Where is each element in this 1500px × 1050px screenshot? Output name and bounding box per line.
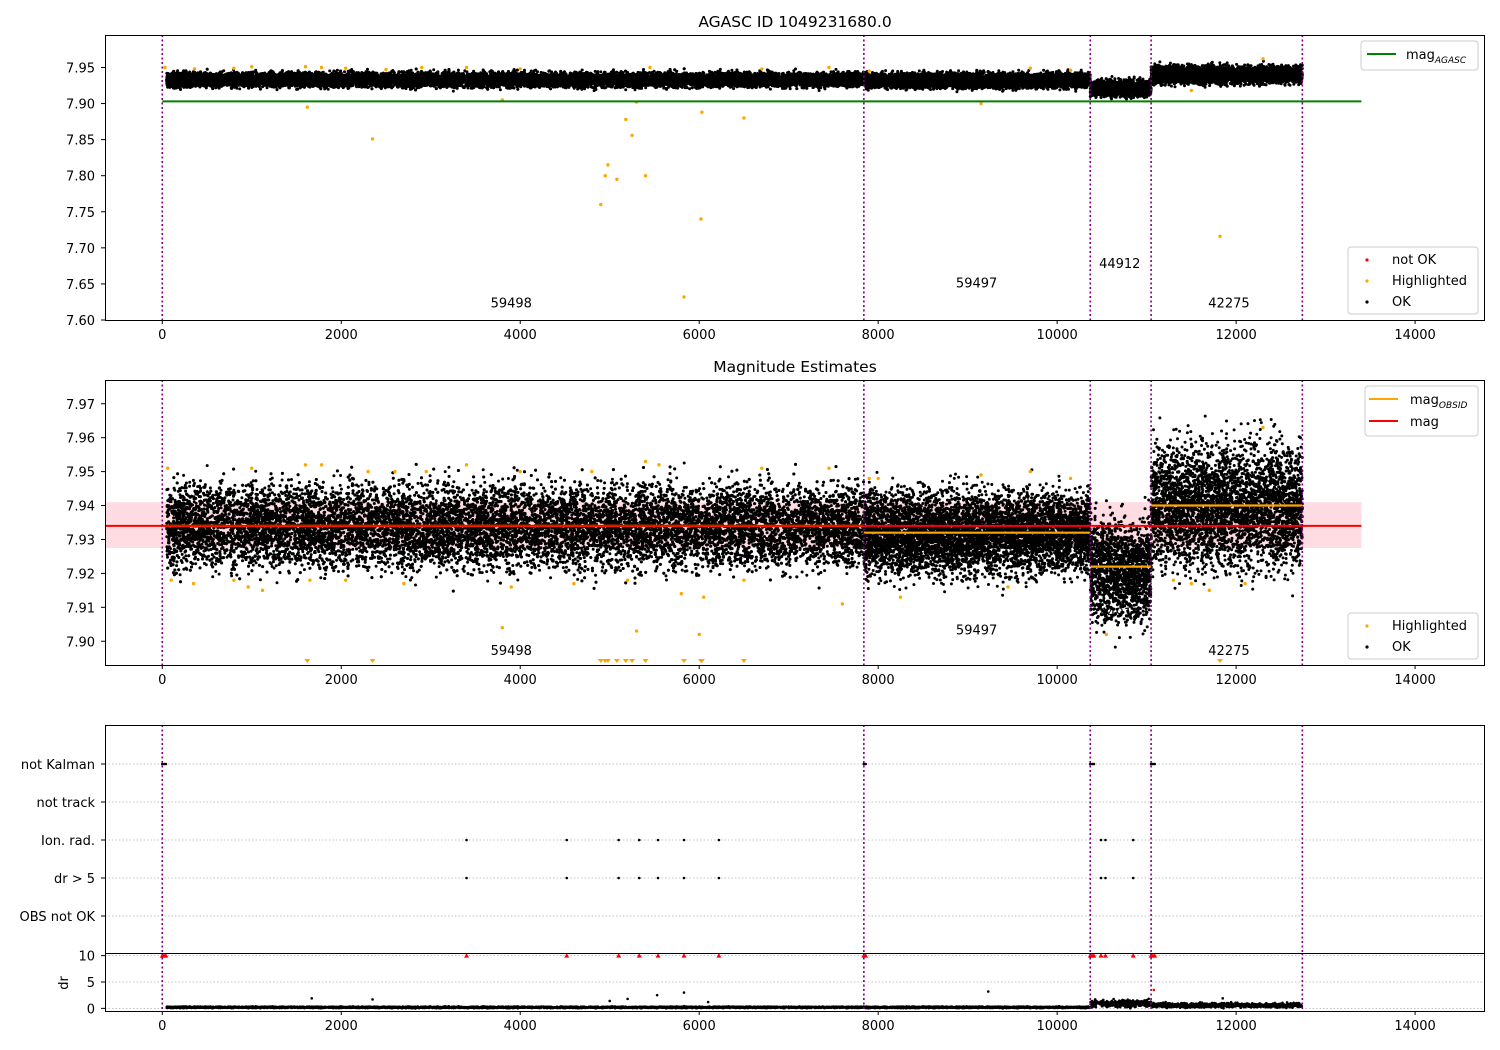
agasc-ok-point <box>366 68 369 71</box>
agasc-ok-point <box>343 70 346 73</box>
agasc-ok-point <box>688 87 691 90</box>
agasc-ok-points <box>165 60 1304 101</box>
title-magnitude-estimates: Magnitude Estimates <box>713 358 877 376</box>
agasc-ok-point <box>328 69 331 72</box>
title-agasc: AGASC ID 1049231680.0 <box>698 13 891 31</box>
